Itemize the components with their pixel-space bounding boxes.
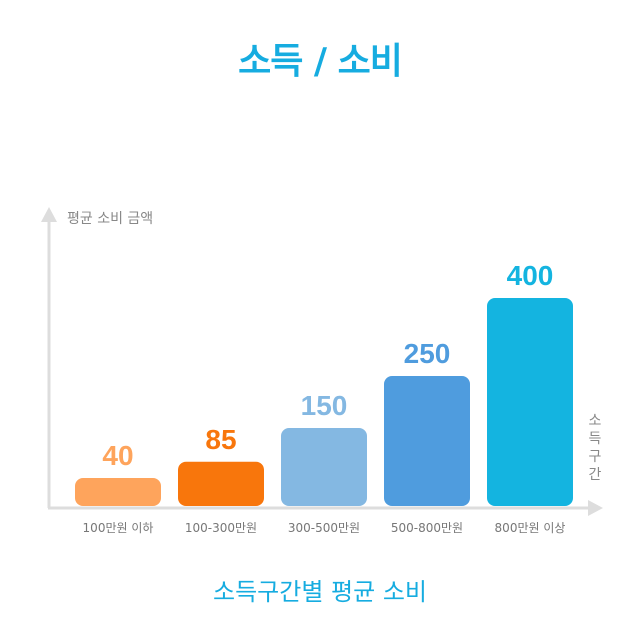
- value-label-2: 85: [205, 424, 236, 455]
- category-label-2: 100-300만원: [185, 521, 257, 535]
- value-label-3: 150: [301, 390, 348, 421]
- bar-4: [384, 376, 470, 506]
- value-label-1: 40: [102, 440, 133, 471]
- chart-title: 소득 / 소비: [238, 41, 403, 82]
- bar-1: [75, 478, 161, 506]
- category-label-4: 500-800만원: [391, 521, 463, 535]
- bar-5: [487, 298, 573, 506]
- y-axis: [41, 207, 57, 508]
- x-axis: [48, 500, 603, 516]
- chart-caption: 소득구간별 평균 소비: [213, 578, 427, 606]
- y-axis-label: 평균 소비 금액: [67, 211, 153, 227]
- value-label-5: 400: [507, 260, 554, 291]
- category-label-3: 300-500만원: [288, 521, 360, 535]
- bar-2: [178, 461, 264, 506]
- category-label-1: 100만원 이하: [83, 521, 154, 535]
- x-axis-arrow: [588, 500, 603, 516]
- bar-3: [281, 428, 367, 506]
- y-axis-arrow: [41, 207, 57, 222]
- category-label-5: 800만원 이상: [495, 521, 566, 535]
- value-label-4: 250: [404, 338, 451, 369]
